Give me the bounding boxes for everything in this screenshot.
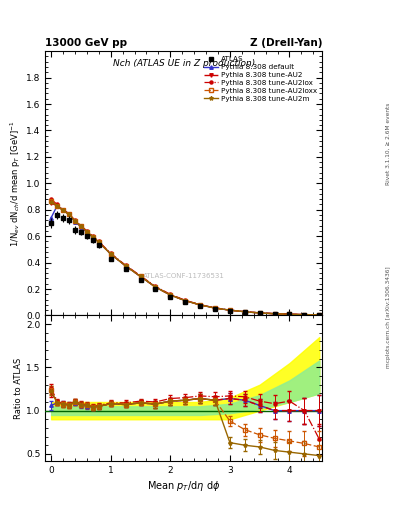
Text: ATLAS-CONF-11736531: ATLAS-CONF-11736531 — [143, 273, 225, 279]
Y-axis label: 1/N$_{ev}$ dN$_{ch}$/d mean p$_T$ [GeV]$^{-1}$: 1/N$_{ev}$ dN$_{ch}$/d mean p$_T$ [GeV]$… — [9, 120, 23, 247]
X-axis label: Mean $p_T$/d$\eta$ d$\phi$: Mean $p_T$/d$\eta$ d$\phi$ — [147, 479, 220, 493]
Text: Rivet 3.1.10, ≥ 2.6M events: Rivet 3.1.10, ≥ 2.6M events — [386, 102, 391, 184]
Y-axis label: Ratio to ATLAS: Ratio to ATLAS — [14, 357, 23, 419]
Text: Z (Drell-Yan): Z (Drell-Yan) — [250, 38, 322, 49]
Legend: ATLAS, Pythia 8.308 default, Pythia 8.308 tune-AU2, Pythia 8.308 tune-AU2lox, Py: ATLAS, Pythia 8.308 default, Pythia 8.30… — [202, 55, 319, 103]
Text: mcplots.cern.ch [arXiv:1306.3436]: mcplots.cern.ch [arXiv:1306.3436] — [386, 267, 391, 368]
Text: 13000 GeV pp: 13000 GeV pp — [45, 38, 127, 49]
Text: Nch (ATLAS UE in Z production): Nch (ATLAS UE in Z production) — [113, 59, 255, 68]
